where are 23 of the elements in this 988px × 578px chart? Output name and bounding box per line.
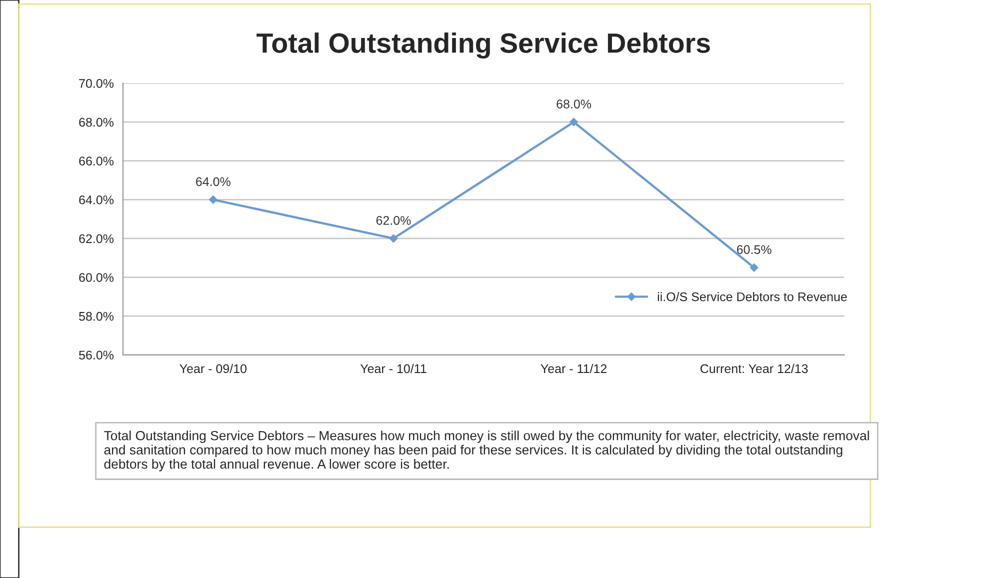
y-tick-label: 62.0% — [79, 234, 114, 244]
text: Total Outstanding Service Debtors – Measures how much money is still owed by the community for water, electricity, waste removal and sanitation compared to how much money has been paid for these services. It is calculated by dividing the total outstanding debtors by the total annual revenue. A lower score is better. — [104, 430, 869, 472]
y-tick-label: 70.0% — [79, 79, 114, 88]
chart-title: Total Outstanding Service Debtors — [256, 32, 710, 59]
data-label: 60.5% — [737, 245, 772, 254]
legend-label: ii.O/S Service Debtors to Revenue — [658, 292, 847, 302]
data-label: 68.0% — [556, 100, 592, 108]
point — [570, 118, 578, 126]
y-tick-label: 60.0% — [79, 273, 114, 282]
x-tick-label: Year - 10/11 — [360, 364, 426, 374]
point — [750, 263, 758, 272]
point — [209, 196, 218, 204]
y-tick-label: 56.0% — [79, 350, 114, 360]
data-label: 64.0% — [196, 177, 230, 186]
x-tick-label: Year - 09/10 — [180, 364, 246, 374]
y-tick-label: 58.0% — [79, 312, 114, 321]
x-tick-label: Year - 11/12 — [540, 364, 607, 374]
x-tick-label: Current: Year 12/13 — [700, 364, 808, 374]
data-label: 62.0% — [376, 216, 411, 225]
y-tick-label: 64.0% — [79, 195, 114, 204]
y-tick-label: 68.0% — [79, 118, 114, 127]
point — [389, 234, 398, 243]
y-tick-label: 66.0% — [79, 156, 114, 166]
